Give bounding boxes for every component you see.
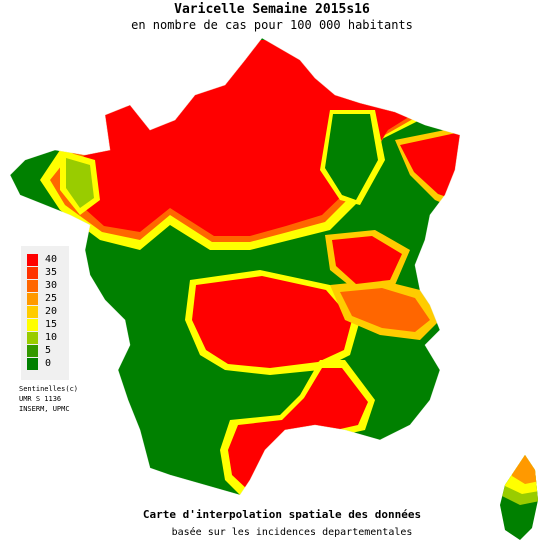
legend-label: 25 [45, 293, 58, 304]
legend-label: 35 [45, 267, 58, 278]
legend-swatch [27, 254, 38, 266]
credit-line-2: UMR S 1136 [19, 395, 62, 403]
legend-swatch [27, 345, 38, 357]
legend-swatch [27, 306, 38, 318]
legend-label: 40 [45, 254, 58, 265]
legend-swatch [27, 267, 38, 279]
mainland-outline [9, 37, 461, 496]
mainland-region [10, 38, 460, 495]
legend-label: 30 [45, 280, 58, 291]
legend-swatch [27, 280, 38, 292]
legend-label: 15 [45, 319, 58, 330]
footer-subcaption: basée sur les incidences departementales [171, 527, 413, 538]
legend-label: 5 [45, 345, 52, 356]
footer-caption: Carte d'interpolation spatiale des donné… [142, 508, 422, 521]
credit-line-3: INSERM, UPMC [19, 405, 70, 413]
legend-panel: 40 35 30 25 20 15 10 5 0 [21, 246, 69, 380]
legend-label: 20 [45, 306, 58, 317]
credits-block: Sentinelles(c) UMR S 1136 INSERM, UPMC [19, 384, 78, 414]
legend-swatch [27, 332, 38, 344]
legend-swatch [27, 358, 38, 370]
credit-line-1: Sentinelles(c) [19, 385, 79, 393]
legend-swatch [27, 293, 38, 305]
map-title: Varicelle Semaine 2015s16 [174, 2, 370, 17]
legend-label: 0 [45, 358, 52, 369]
legend-label: 10 [45, 332, 58, 343]
map-subtitle: en nombre de cas pour 100 000 habitants [131, 18, 413, 32]
legend-swatch [27, 319, 38, 331]
